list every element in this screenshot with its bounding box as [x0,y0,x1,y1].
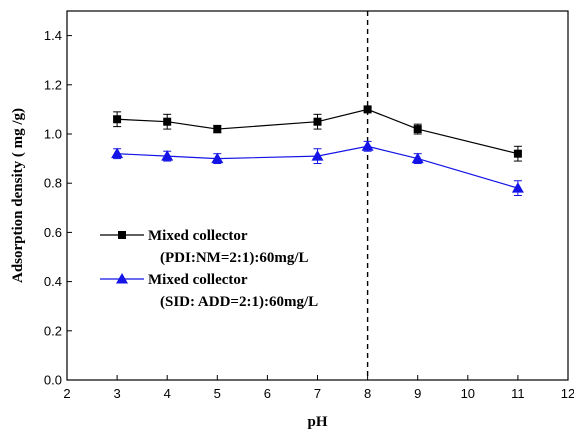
data-point [411,152,424,164]
y-tick-label: 1.4 [44,28,62,43]
y-tick-label: 1.2 [44,77,62,92]
series-group [111,105,524,196]
legend: Mixed collector(PDI:NM=2:1):60mg/LMixed … [100,228,318,310]
data-point [161,150,174,161]
y-tick-label: 0.8 [44,176,62,191]
data-point [311,150,324,161]
legend-sublabel: (PDI:NM=2:1):60mg/L [160,250,309,266]
y-tick-label: 0.6 [44,225,62,240]
data-point [511,182,524,193]
legend-entry-1: Mixed collector (PDI:NM=2:1):60mg/L [100,228,309,266]
x-tick-label: 7 [314,386,321,401]
legend-label: Mixed collector [148,228,248,244]
data-point [313,117,322,126]
x-tick-label: 9 [414,386,421,401]
y-tick-label: 1.0 [44,127,62,142]
x-tick-label: 3 [113,386,120,401]
legend-marker [116,273,128,284]
data-point [111,147,124,159]
x-tick-label: 6 [264,386,271,401]
data-point [163,117,172,126]
x-tick-label: 11 [511,386,525,401]
y-axis-title: Adsorption density ( mg /g) [10,108,26,283]
x-tick-label: 10 [461,386,475,401]
x-tick-label: 8 [364,386,371,401]
series-1 [113,105,522,162]
x-tick-label: 2 [63,386,70,401]
axis-ticks: 2 3 4 5 6 7 8 9 10 11 12 0.0 0.2 0.4 0.6 0.8 1.0 1.2 1.4 [44,28,574,401]
data-point [513,149,522,158]
data-point [213,125,222,134]
y-tick-label: 0.2 [44,323,62,338]
plot-area [66,10,569,381]
data-point [413,125,422,134]
x-tick-label: 12 [561,386,574,401]
y-tick-label: 0.0 [44,373,62,388]
legend-label: Mixed collector [148,272,248,288]
x-tick-label: 4 [164,386,171,401]
data-point [361,140,374,151]
data-point [363,105,372,114]
legend-marker [118,231,126,239]
x-tick-label: 5 [214,386,221,401]
x-axis-title: pH [307,414,327,430]
legend-entry-2: Mixed collector (SID: ADD=2:1):60mg/L [100,272,318,310]
y-tick-label: 0.4 [44,274,62,289]
data-point [113,115,122,124]
series-2 [111,140,524,196]
data-point [211,152,224,164]
legend-sublabel: (SID: ADD=2:1):60mg/L [160,294,318,310]
plot-frame [66,10,569,381]
